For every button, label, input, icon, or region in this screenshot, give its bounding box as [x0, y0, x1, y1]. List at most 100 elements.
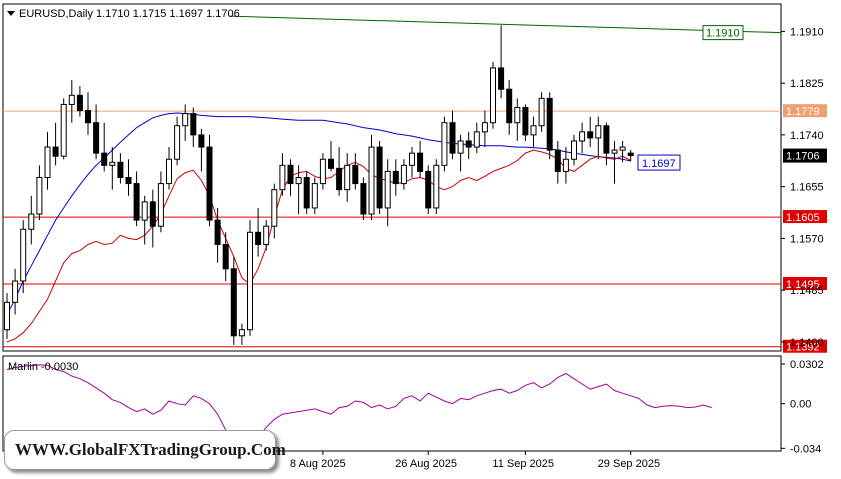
candle-body	[562, 158, 569, 172]
candle-body	[174, 125, 181, 160]
osc-tick-label: 0.0302	[790, 359, 824, 371]
candle-body	[473, 131, 480, 148]
candle-body	[141, 201, 148, 221]
candle-body	[465, 140, 472, 148]
candle-body	[368, 146, 375, 215]
candle-body	[157, 183, 164, 227]
candle-body	[68, 94, 75, 105]
candle-body	[117, 161, 124, 178]
candle-body	[255, 231, 262, 245]
candle-body	[303, 177, 310, 209]
trendline-label: 1.1910	[706, 28, 740, 40]
horizontal-levels: 1.1779 1.1605 1.1495 1.1392 1.1910	[3, 15, 827, 354]
level-badge	[783, 277, 827, 291]
candle-body	[279, 164, 286, 191]
candle-body	[93, 122, 100, 154]
slow-ma-line	[6, 112, 631, 315]
candle-body	[287, 164, 294, 185]
candle-body	[60, 103, 67, 157]
candle-body	[627, 152, 634, 157]
price-tick-label: 1.1400	[790, 337, 824, 349]
candle-body	[182, 113, 189, 127]
candle-body	[311, 183, 318, 209]
level-badge-label: 1.1392	[786, 342, 820, 354]
candle-body	[149, 201, 156, 227]
candle-body	[409, 152, 415, 166]
candle-body	[336, 167, 343, 191]
date-tick-label: 26 Aug 2025	[395, 458, 457, 470]
date-tick-label: 11 Sep 2025	[492, 458, 554, 470]
candle-body	[44, 146, 51, 178]
price-tick-label: 1.1910	[790, 26, 824, 38]
level-badge-label: 1.1605	[786, 212, 820, 224]
current-price-label: 1.1706	[786, 151, 820, 163]
candle-body	[392, 170, 399, 185]
candle-body	[247, 231, 253, 331]
candle-body	[400, 164, 407, 185]
watermark-badge: WWW.GlobalFXTradingGroup.Com	[4, 430, 286, 470]
candle-body	[328, 158, 334, 169]
trendline-label-box	[702, 25, 744, 41]
price-panel-frame	[2, 3, 782, 352]
candle-body	[36, 177, 43, 215]
price-tick-label: 1.1655	[790, 182, 824, 194]
oscillator-caption: Marlin -0.0030	[8, 361, 78, 373]
candle-body	[619, 146, 626, 151]
candle-body	[506, 88, 513, 124]
candle-body	[498, 67, 505, 90]
candle-body	[206, 146, 213, 221]
candle-body	[360, 183, 367, 215]
collapse-triangle-icon[interactable]	[7, 11, 15, 16]
candle-body	[319, 158, 326, 185]
candle-body	[28, 213, 35, 230]
candle-body	[198, 134, 205, 148]
candle-body	[425, 170, 432, 209]
level-badge-label: 1.1779	[786, 106, 820, 118]
candle-body	[490, 67, 496, 124]
slow-ma-label: 1.1697	[642, 158, 676, 170]
candle-body	[449, 122, 456, 154]
candle-body	[263, 225, 270, 245]
level-badge	[783, 104, 827, 118]
level-badge-label: 1.1495	[786, 279, 820, 291]
candles	[4, 25, 634, 345]
candle-body	[603, 125, 610, 154]
candle-body	[481, 122, 488, 133]
candle-body	[214, 219, 221, 245]
slow-ma-label-box	[637, 154, 681, 171]
candle-body	[133, 183, 140, 221]
candle-body	[222, 243, 229, 270]
osc-tick-label: 0.00	[790, 399, 811, 411]
price-tick-label: 1.1570	[790, 233, 824, 245]
level-badge	[783, 210, 827, 224]
fast-ma-line	[6, 149, 631, 343]
current-price-badge	[783, 148, 827, 163]
candle-body	[611, 149, 618, 154]
candle-body	[595, 125, 602, 139]
axes: 1.19101.18251.17401.16551.15701.14851.14…	[290, 26, 827, 470]
candle-body	[101, 152, 108, 166]
candle-body	[514, 106, 521, 124]
candle-body	[457, 140, 464, 154]
candle-body	[109, 161, 116, 166]
candle-body	[295, 177, 302, 185]
candle-body	[530, 125, 537, 136]
moving-averages: 1.1697	[6, 112, 681, 343]
level-badge	[783, 339, 827, 353]
osc-tick-label: -0.034	[790, 443, 821, 455]
candle-body	[20, 228, 27, 282]
candle-body	[190, 113, 197, 136]
candle-body	[538, 97, 545, 127]
candle-body	[579, 131, 586, 142]
price-tick-label: 1.1485	[790, 285, 824, 297]
date-tick-label: 29 Sep 2025	[598, 458, 660, 470]
marlin-oscillator	[6, 364, 712, 449]
candle-body	[85, 110, 91, 124]
candle-body	[417, 152, 424, 172]
candle-body	[344, 164, 351, 191]
candle-body	[352, 164, 359, 185]
price-tick-label: 1.1825	[790, 78, 824, 90]
candle-body	[166, 158, 172, 185]
date-tick-label: 8 Aug 2025	[290, 458, 346, 470]
